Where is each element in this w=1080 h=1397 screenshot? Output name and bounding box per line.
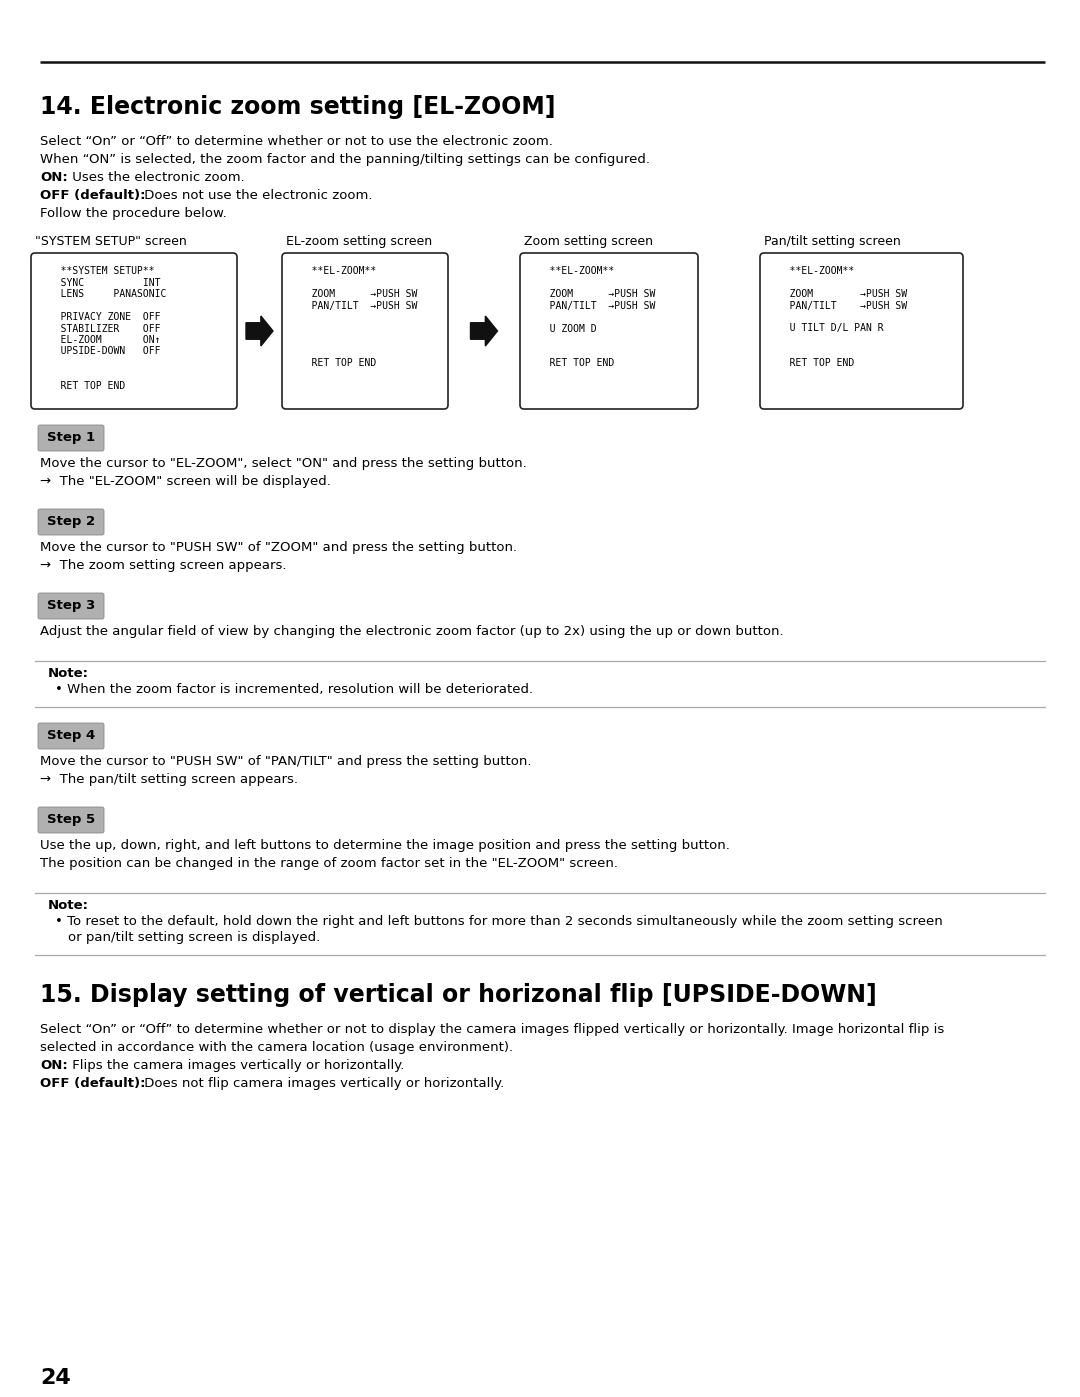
Text: RET TOP END: RET TOP END bbox=[532, 358, 615, 367]
FancyBboxPatch shape bbox=[282, 253, 448, 409]
Text: ZOOM      →PUSH SW: ZOOM →PUSH SW bbox=[532, 289, 656, 299]
Text: ZOOM      →PUSH SW: ZOOM →PUSH SW bbox=[294, 289, 417, 299]
FancyBboxPatch shape bbox=[760, 253, 963, 409]
Text: 15. Display setting of vertical or horizonal flip [UPSIDE-DOWN]: 15. Display setting of vertical or horiz… bbox=[40, 983, 877, 1007]
Polygon shape bbox=[471, 316, 498, 346]
FancyBboxPatch shape bbox=[31, 253, 237, 409]
Text: PAN/TILT  →PUSH SW: PAN/TILT →PUSH SW bbox=[294, 300, 417, 310]
Text: UPSIDE-DOWN   OFF: UPSIDE-DOWN OFF bbox=[43, 346, 161, 356]
Text: Move the cursor to "PUSH SW" of "ZOOM" and press the setting button.: Move the cursor to "PUSH SW" of "ZOOM" a… bbox=[40, 541, 517, 555]
Text: Move the cursor to "PUSH SW" of "PAN/TILT" and press the setting button.: Move the cursor to "PUSH SW" of "PAN/TIL… bbox=[40, 754, 531, 768]
FancyBboxPatch shape bbox=[38, 724, 104, 749]
Text: **SYSTEM SETUP**: **SYSTEM SETUP** bbox=[43, 265, 154, 277]
Text: Does not use the electronic zoom.: Does not use the electronic zoom. bbox=[140, 189, 373, 203]
Text: PRIVACY ZONE  OFF: PRIVACY ZONE OFF bbox=[43, 312, 161, 321]
Text: Adjust the angular field of view by changing the electronic zoom factor (up to 2: Adjust the angular field of view by chan… bbox=[40, 624, 784, 638]
Text: →  The pan/tilt setting screen appears.: → The pan/tilt setting screen appears. bbox=[40, 773, 298, 787]
Text: Pan/tilt setting screen: Pan/tilt setting screen bbox=[764, 235, 901, 249]
Text: Select “On” or “Off” to determine whether or not to use the electronic zoom.: Select “On” or “Off” to determine whethe… bbox=[40, 136, 553, 148]
Text: Step 2: Step 2 bbox=[46, 515, 95, 528]
Text: 14. Electronic zoom setting [EL-ZOOM]: 14. Electronic zoom setting [EL-ZOOM] bbox=[40, 95, 555, 119]
Text: 24: 24 bbox=[40, 1368, 71, 1389]
Text: Follow the procedure below.: Follow the procedure below. bbox=[40, 207, 227, 219]
Text: U TILT D/L PAN R: U TILT D/L PAN R bbox=[772, 324, 883, 334]
Text: • To reset to the default, hold down the right and left buttons for more than 2 : • To reset to the default, hold down the… bbox=[55, 915, 943, 928]
Text: Select “On” or “Off” to determine whether or not to display the camera images fl: Select “On” or “Off” to determine whethe… bbox=[40, 1023, 944, 1037]
Text: Note:: Note: bbox=[48, 666, 89, 680]
FancyBboxPatch shape bbox=[519, 253, 698, 409]
Text: STABILIZER    OFF: STABILIZER OFF bbox=[43, 324, 161, 334]
Text: OFF (default):: OFF (default): bbox=[40, 189, 146, 203]
Text: Step 1: Step 1 bbox=[46, 432, 95, 444]
Text: • When the zoom factor is incremented, resolution will be deteriorated.: • When the zoom factor is incremented, r… bbox=[55, 683, 534, 696]
Text: →  The zoom setting screen appears.: → The zoom setting screen appears. bbox=[40, 559, 286, 571]
Text: When “ON” is selected, the zoom factor and the panning/tilting settings can be c: When “ON” is selected, the zoom factor a… bbox=[40, 154, 650, 166]
Text: Zoom setting screen: Zoom setting screen bbox=[524, 235, 653, 249]
FancyBboxPatch shape bbox=[38, 592, 104, 619]
Text: Does not flip camera images vertically or horizontally.: Does not flip camera images vertically o… bbox=[140, 1077, 504, 1090]
Text: or pan/tilt setting screen is displayed.: or pan/tilt setting screen is displayed. bbox=[68, 930, 321, 944]
Text: SYNC          INT: SYNC INT bbox=[43, 278, 161, 288]
Text: →  The "EL-ZOOM" screen will be displayed.: → The "EL-ZOOM" screen will be displayed… bbox=[40, 475, 330, 488]
Text: PAN/TILT  →PUSH SW: PAN/TILT →PUSH SW bbox=[532, 300, 656, 310]
Text: Uses the electronic zoom.: Uses the electronic zoom. bbox=[68, 170, 245, 184]
Text: Flips the camera images vertically or horizontally.: Flips the camera images vertically or ho… bbox=[68, 1059, 404, 1071]
Text: Note:: Note: bbox=[48, 900, 89, 912]
Text: selected in accordance with the camera location (usage environment).: selected in accordance with the camera l… bbox=[40, 1041, 513, 1053]
Text: Move the cursor to "EL-ZOOM", select "ON" and press the setting button.: Move the cursor to "EL-ZOOM", select "ON… bbox=[40, 457, 527, 469]
Text: Step 5: Step 5 bbox=[46, 813, 95, 826]
Text: "SYSTEM SETUP" screen: "SYSTEM SETUP" screen bbox=[35, 235, 187, 249]
Text: ON:: ON: bbox=[40, 170, 68, 184]
Text: RET TOP END: RET TOP END bbox=[43, 381, 125, 391]
Text: U ZOOM D: U ZOOM D bbox=[532, 324, 596, 334]
Text: Use the up, down, right, and left buttons to determine the image position and pr: Use the up, down, right, and left button… bbox=[40, 840, 730, 852]
Text: **EL-ZOOM**: **EL-ZOOM** bbox=[772, 265, 854, 277]
Text: The position can be changed in the range of zoom factor set in the "EL-ZOOM" scr: The position can be changed in the range… bbox=[40, 856, 618, 870]
Text: EL-zoom setting screen: EL-zoom setting screen bbox=[286, 235, 432, 249]
Text: ON:: ON: bbox=[40, 1059, 68, 1071]
Text: **EL-ZOOM**: **EL-ZOOM** bbox=[294, 265, 376, 277]
Text: EL-ZOOM       ON↑: EL-ZOOM ON↑ bbox=[43, 335, 161, 345]
Text: RET TOP END: RET TOP END bbox=[294, 358, 376, 367]
FancyBboxPatch shape bbox=[38, 807, 104, 833]
Text: RET TOP END: RET TOP END bbox=[772, 358, 854, 367]
Polygon shape bbox=[246, 316, 273, 346]
Text: OFF (default):: OFF (default): bbox=[40, 1077, 146, 1090]
Text: Step 4: Step 4 bbox=[46, 729, 95, 742]
Text: PAN/TILT    →PUSH SW: PAN/TILT →PUSH SW bbox=[772, 300, 907, 310]
Text: Step 3: Step 3 bbox=[46, 599, 95, 612]
FancyBboxPatch shape bbox=[38, 425, 104, 451]
Text: ZOOM        →PUSH SW: ZOOM →PUSH SW bbox=[772, 289, 907, 299]
FancyBboxPatch shape bbox=[38, 509, 104, 535]
Text: LENS     PANASONIC: LENS PANASONIC bbox=[43, 289, 166, 299]
Text: **EL-ZOOM**: **EL-ZOOM** bbox=[532, 265, 615, 277]
